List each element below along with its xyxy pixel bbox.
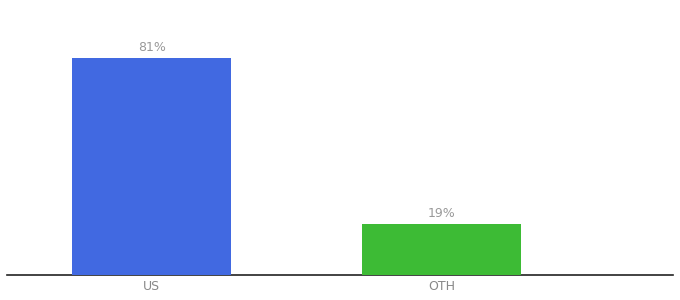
Bar: [362, 224, 521, 274]
Bar: [72, 58, 231, 274]
Text: 81%: 81%: [138, 41, 166, 54]
Text: 19%: 19%: [428, 207, 455, 220]
